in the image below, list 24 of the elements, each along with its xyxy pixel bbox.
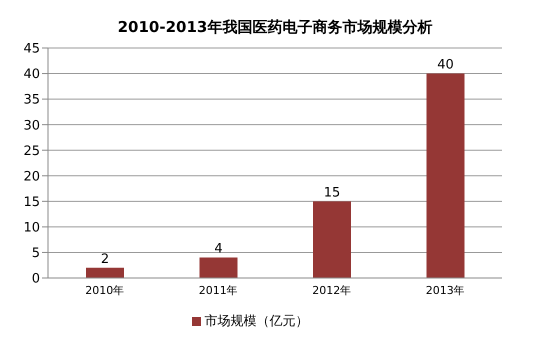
bar <box>200 258 238 278</box>
data-label: 4 <box>214 242 223 257</box>
legend-label: 市场规模（亿元） <box>204 314 308 329</box>
y-tick-label: 25 <box>23 144 40 159</box>
y-tick-label: 10 <box>23 220 40 236</box>
bar <box>313 201 351 278</box>
y-tick-label: 0 <box>32 272 40 287</box>
y-tick-label: 20 <box>23 169 40 184</box>
y-tick-label: 35 <box>23 92 40 108</box>
y-tick-label: 15 <box>23 194 40 210</box>
data-label: 40 <box>437 58 454 73</box>
data-label: 2 <box>100 252 110 267</box>
y-tick-label: 5 <box>32 246 40 262</box>
bar <box>86 268 124 278</box>
x-tick-label: 2011年 <box>198 284 238 297</box>
y-tick-label: 45 <box>23 42 40 57</box>
bar <box>426 74 464 278</box>
x-tick-label: 2010年 <box>85 284 124 297</box>
y-tick-label: 30 <box>23 118 40 134</box>
x-tick-label: 2012年 <box>312 284 352 297</box>
y-tick-label: 40 <box>23 67 40 82</box>
x-tick-label: 2013年 <box>426 284 465 297</box>
chart-title: 2010-2013年我国医药电子商务市场规模分析 <box>116 17 434 38</box>
data-label: 15 <box>324 185 340 200</box>
